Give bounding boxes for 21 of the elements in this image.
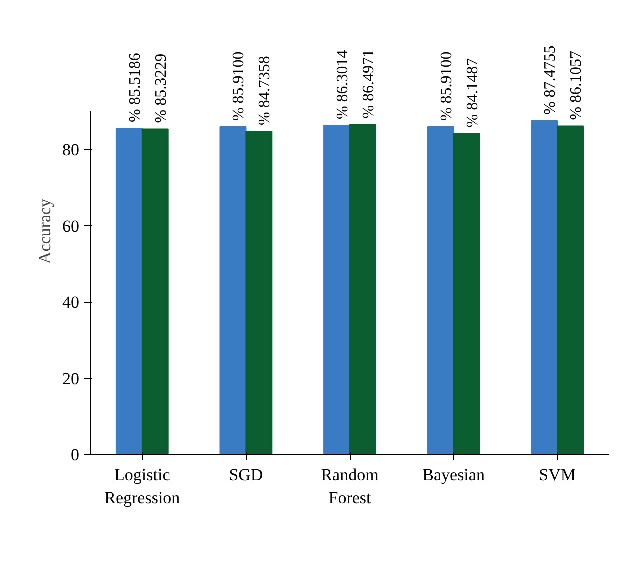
data-label: % 85.5186 — [126, 53, 144, 123]
y-axis-title: Accuracy — [36, 198, 54, 264]
y-tick-label: 80 — [62, 140, 80, 160]
data-label: % 86.1057 — [568, 50, 586, 120]
data-label: % 84.1487 — [464, 58, 482, 128]
data-label: % 85.3229 — [152, 54, 170, 124]
data-label: % 86.3014 — [334, 50, 352, 120]
y-tick-label: 20 — [62, 369, 80, 388]
x-tick-label: Bayesian — [422, 466, 486, 484]
x-tick-label: SVM — [539, 466, 576, 484]
y-tick-label: 0 — [71, 446, 80, 464]
data-label: % 87.4755 — [542, 46, 560, 116]
data-label: % 86.4971 — [360, 49, 378, 119]
data-label: % 85.9100 — [438, 52, 456, 122]
x-tick-label: SGD — [229, 466, 264, 484]
x-tick-label: Random Forest — [321, 466, 379, 508]
x-tick-label: Logistic Regression — [104, 466, 181, 508]
y-tick-label: 60 — [62, 216, 80, 236]
data-label: % 84.7358 — [256, 56, 274, 126]
data-label: % 85.9100 — [230, 52, 248, 122]
y-tick-label: 40 — [62, 293, 80, 312]
